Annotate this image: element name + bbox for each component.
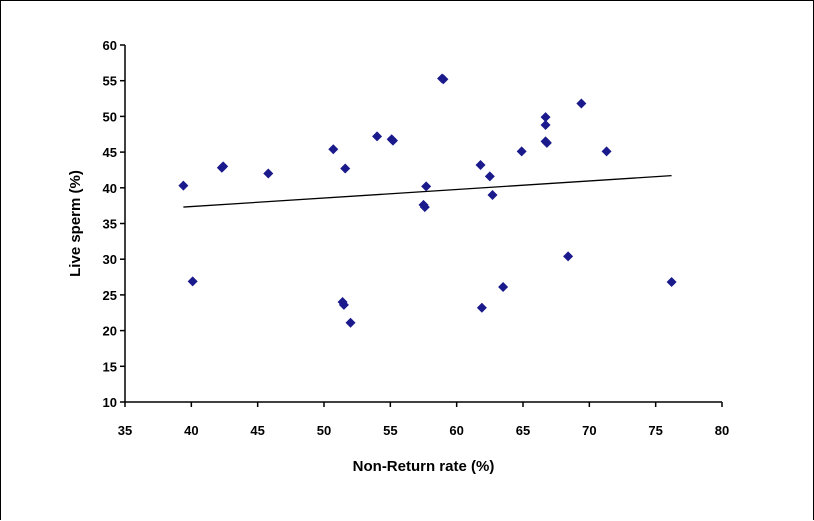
data-point [263,168,274,179]
y-tick-label: 10 [103,395,117,410]
data-point [487,189,498,200]
data-point [516,146,527,157]
x-tick-label: 65 [516,423,530,438]
tick-labels: 10 15 20 25 30 35 40 45 50 55 60 35 40 45 50 55 60 65 70 75… [103,38,730,438]
y-tick-label: 40 [103,181,117,196]
data-point [540,119,551,130]
y-tick-label: 55 [103,74,117,89]
x-tick-label: 45 [250,423,264,438]
data-point [372,131,383,142]
data-point [498,282,509,293]
data-point [576,98,587,109]
y-tick-label: 25 [103,288,117,303]
data-point [218,161,229,172]
data-point [540,112,551,123]
y-axis-label: Live sperm (%) [67,170,84,277]
x-tick-label: 60 [449,423,463,438]
y-tick-label: 35 [103,217,117,232]
y-tick-label: 15 [103,359,117,374]
data-point [328,144,339,155]
data-point [541,137,552,148]
data-point [475,159,486,170]
x-tick-label: 40 [184,423,198,438]
data-point [476,302,487,313]
data-point [387,135,398,146]
data-point [340,163,351,174]
data-point [421,181,432,192]
data-point [345,317,356,328]
x-tick-label: 50 [317,423,331,438]
y-tick-label: 60 [103,38,117,53]
x-tick-label: 35 [118,423,132,438]
axes [120,44,723,407]
x-axis-label: Non-Return rate (%) [353,458,495,475]
data-point [419,202,430,213]
data-point [187,276,198,287]
x-tick-label: 80 [715,423,729,438]
data-point [666,277,677,288]
data-point [338,299,349,310]
data-point [438,74,449,85]
y-tick-label: 20 [103,324,117,339]
data-point [563,251,574,262]
y-tick-label: 45 [103,145,117,160]
x-tick-label: 75 [648,423,662,438]
trendline [183,175,672,208]
data-points [178,73,677,328]
data-point [601,146,612,157]
data-point [484,171,495,182]
x-tick-label: 55 [383,423,397,438]
y-tick-label: 50 [103,109,117,124]
y-tick-label: 30 [103,252,117,267]
x-tick-label: 70 [582,423,596,438]
data-point [178,180,189,191]
